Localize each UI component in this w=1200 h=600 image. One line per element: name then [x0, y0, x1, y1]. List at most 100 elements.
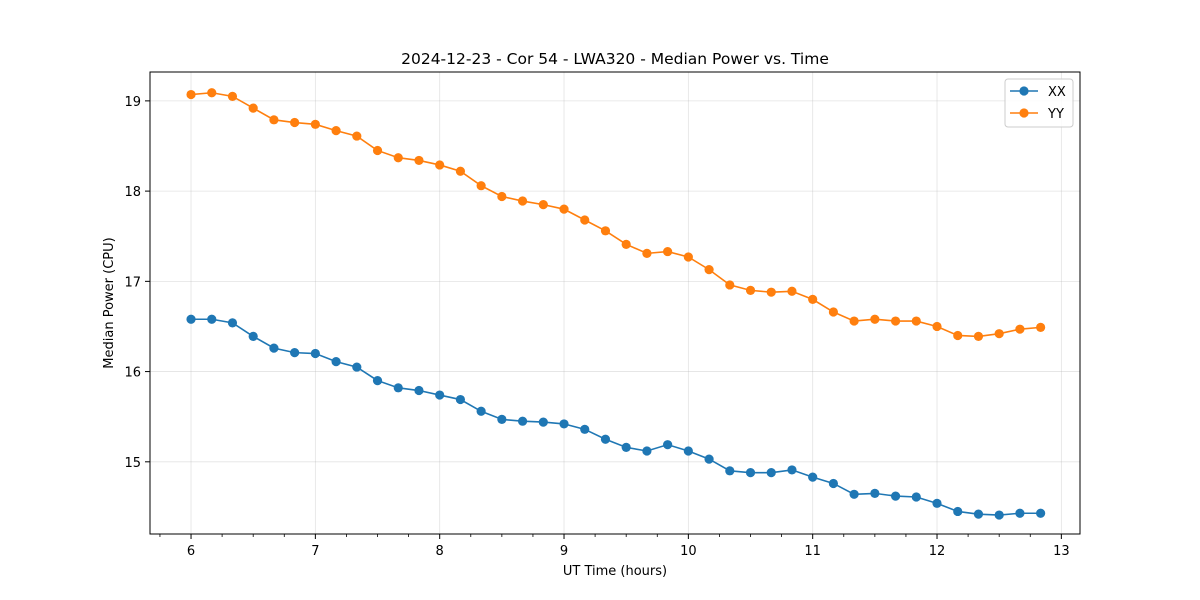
data-point-xx — [310, 348, 320, 359]
data-point-xx — [248, 331, 258, 341]
data-point-xx — [600, 434, 611, 444]
data-point-xx — [372, 376, 383, 386]
data-point-yy — [186, 89, 196, 100]
data-point-xx — [497, 414, 507, 425]
data-point-xx — [559, 419, 569, 429]
data-point-xx — [828, 478, 839, 489]
data-point-xx — [435, 390, 445, 400]
data-point-xx — [290, 348, 300, 358]
data-point-xx — [227, 318, 238, 328]
data-point-yy — [953, 330, 963, 341]
data-point-yy — [828, 307, 839, 317]
legend-marker-xx — [1019, 86, 1029, 96]
data-point-yy — [600, 226, 611, 236]
data-point-yy — [973, 331, 984, 341]
data-point-xx — [663, 440, 673, 450]
data-point-yy — [663, 246, 673, 257]
data-point-yy — [725, 280, 735, 290]
data-point-yy — [414, 155, 424, 166]
data-point-yy — [766, 287, 776, 297]
data-point-yy — [538, 200, 548, 210]
data-point-yy — [393, 153, 403, 163]
data-point-xx — [808, 472, 818, 482]
data-point-yy — [476, 181, 486, 191]
data-point-xx — [849, 489, 859, 499]
data-point-xx — [186, 314, 196, 324]
data-point-xx — [994, 510, 1004, 520]
legend: XX YY — [1004, 78, 1074, 128]
data-point-yy — [290, 117, 300, 128]
y-tick-label: 18 — [124, 185, 141, 200]
data-point-xx — [766, 468, 776, 478]
x-tick-label: 11 — [804, 544, 821, 559]
data-point-yy — [455, 166, 466, 176]
data-point-yy — [269, 115, 279, 125]
y-tick-label: 16 — [124, 366, 141, 381]
data-point-yy — [808, 294, 818, 304]
data-point-xx — [953, 506, 963, 517]
data-point-xx — [787, 465, 797, 475]
data-point-yy — [248, 103, 258, 113]
data-point-yy — [994, 329, 1004, 339]
data-point-yy — [1015, 324, 1025, 334]
data-point-xx — [331, 357, 341, 367]
y-tick-label: 17 — [124, 275, 141, 290]
x-tick-label: 9 — [560, 544, 568, 559]
x-tick-label: 10 — [680, 544, 697, 559]
x-tick-label: 8 — [436, 544, 444, 559]
data-point-xx — [414, 385, 424, 396]
data-point-xx — [704, 454, 714, 464]
data-point-yy — [517, 196, 528, 206]
data-point-xx — [745, 468, 756, 478]
x-tick-label: 6 — [187, 544, 195, 559]
chart-title: 2024-12-23 - Cor 54 - LWA320 - Median Po… — [401, 50, 829, 68]
data-point-yy — [932, 321, 942, 332]
data-point-yy — [207, 88, 217, 98]
y-tick-label: 15 — [124, 456, 141, 471]
data-point-yy — [849, 316, 859, 326]
data-point-yy — [704, 265, 714, 275]
data-point-yy — [642, 248, 652, 258]
data-point-xx — [580, 424, 590, 434]
y-axis-label: Median Power (CPU) — [102, 237, 117, 368]
data-point-xx — [1015, 508, 1025, 518]
data-point-yy — [352, 131, 362, 141]
data-point-xx — [517, 416, 528, 426]
data-point-yy — [497, 191, 507, 202]
data-point-xx — [455, 394, 466, 405]
data-point-xx — [1036, 508, 1046, 518]
data-point-yy — [683, 252, 693, 262]
data-point-yy — [435, 160, 445, 170]
x-axis-label: UT Time (hours) — [563, 564, 667, 579]
data-point-yy — [787, 286, 797, 296]
legend-label-xx: XX — [1048, 85, 1066, 100]
data-point-yy — [911, 316, 921, 326]
data-point-yy — [331, 126, 341, 136]
x-tick-label: 13 — [1053, 544, 1070, 559]
legend-label-yy: YY — [1047, 107, 1064, 122]
data-point-xx — [207, 314, 217, 324]
data-point-xx — [932, 498, 942, 508]
data-point-yy — [745, 285, 756, 295]
data-point-yy — [559, 204, 569, 214]
data-point-xx — [538, 417, 548, 427]
data-point-xx — [973, 509, 984, 519]
axis-ticks: 6 7 8 9 10 11 12 13 15 16 17 18 19 — [124, 95, 1069, 559]
data-point-xx — [642, 446, 652, 456]
data-point-xx — [683, 446, 693, 456]
grid — [150, 72, 1080, 534]
data-point-yy — [1036, 322, 1046, 332]
series-layer — [186, 88, 1046, 520]
plot-area-frame — [149, 71, 1081, 535]
data-point-yy — [870, 314, 880, 324]
data-point-yy — [890, 316, 901, 326]
x-tick-label: 12 — [929, 544, 946, 559]
data-point-xx — [890, 491, 901, 501]
x-tick-label: 7 — [311, 544, 319, 559]
data-point-xx — [476, 406, 486, 416]
data-point-xx — [393, 383, 403, 393]
data-point-yy — [310, 119, 320, 129]
data-point-xx — [621, 442, 631, 452]
